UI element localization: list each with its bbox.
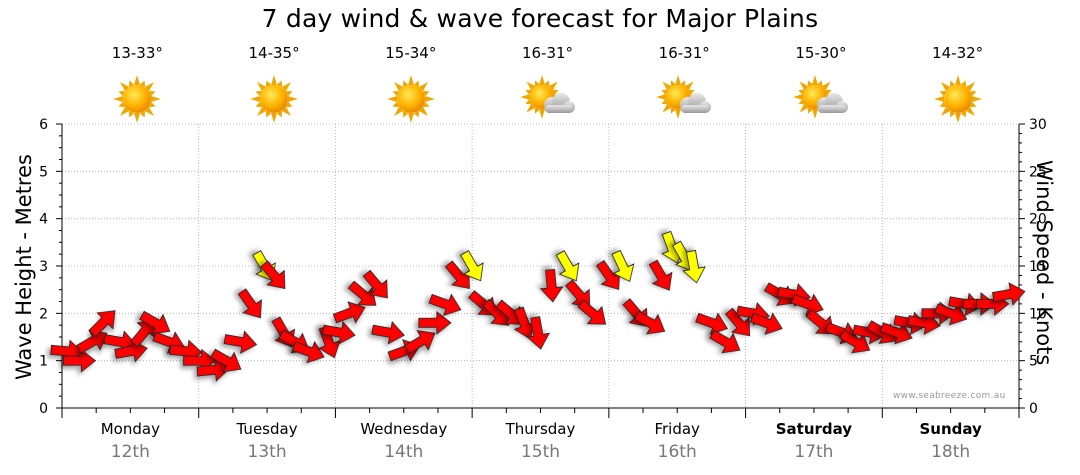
- wind-arrow: [992, 282, 1026, 306]
- wind-arrow: [210, 348, 242, 373]
- day-temp: 15-30°: [795, 44, 847, 62]
- day-date: 13th: [247, 442, 287, 462]
- wind-arrow: [634, 310, 666, 335]
- sunny-icon: [928, 74, 988, 124]
- wind-arrow: [611, 249, 635, 283]
- wind-arrow: [695, 312, 729, 335]
- wind-arrow: [404, 330, 436, 354]
- day-name: Monday: [100, 420, 160, 438]
- sunny-icon: [244, 74, 304, 124]
- wind-arrow: [648, 259, 673, 291]
- sunny-icon: [381, 74, 441, 124]
- wind-arrow: [555, 250, 580, 282]
- wind-arrow: [371, 320, 405, 345]
- day-temp: 13-33°: [111, 44, 163, 62]
- day-date: 17th: [794, 442, 834, 462]
- left-tick-label: 3: [39, 259, 48, 275]
- right-tick-label: 5: [1029, 354, 1038, 370]
- wind-arrow: [223, 330, 258, 354]
- left-tick-label: 2: [39, 306, 48, 322]
- right-tick-label: 30: [1029, 117, 1047, 133]
- wind-arrow: [428, 293, 462, 316]
- wind-arrow: [260, 260, 286, 290]
- wind-arrow: [291, 340, 325, 364]
- watermark: www.seabreeze.com.au: [893, 391, 1006, 401]
- day-date: 14th: [384, 442, 424, 462]
- day-temp: 14-32°: [932, 44, 984, 62]
- wind-arrow: [237, 288, 262, 319]
- partly-cloudy-icon: [654, 74, 714, 124]
- wind-arrow: [539, 269, 564, 303]
- day-name: Sunday: [919, 420, 982, 438]
- day-name: Thursday: [505, 420, 576, 438]
- sunny-icon: [107, 74, 167, 124]
- wind-arrow: [332, 301, 366, 324]
- day-date: 12th: [110, 442, 150, 462]
- day-temp: 16-31°: [521, 44, 574, 62]
- wind-arrow: [790, 293, 824, 316]
- wind-arrow: [418, 310, 452, 335]
- chart-title: 7 day wind & wave forecast for Major Pla…: [261, 4, 819, 33]
- wind-arrow: [88, 310, 116, 338]
- left-tick-label: 0: [39, 401, 48, 417]
- day-date: 15th: [520, 442, 561, 462]
- left-tick-label: 5: [39, 164, 48, 180]
- day-name: Wednesday: [360, 420, 448, 438]
- day-date: 16th: [657, 442, 697, 462]
- right-tick-label: 25: [1029, 164, 1047, 180]
- wind-arrow: [347, 280, 377, 306]
- wind-arrow: [322, 320, 356, 345]
- right-tick-label: 0: [1029, 401, 1038, 417]
- wind-arrow: [526, 316, 550, 350]
- wind-arrow: [577, 299, 607, 325]
- wind-arrow: [76, 330, 108, 354]
- wind-arrow: [495, 299, 524, 325]
- day-temp: 16-31°: [658, 44, 710, 62]
- right-tick-label: 10: [1029, 306, 1047, 322]
- wind-arrow: [139, 310, 171, 335]
- wind-arrow: [362, 269, 388, 299]
- partly-cloudy-icon: [791, 74, 851, 124]
- wind-arrow: [749, 312, 783, 335]
- wind-arrows: [50, 230, 1026, 382]
- day-name: Tuesday: [236, 420, 298, 438]
- day-date: 18th: [931, 442, 971, 462]
- wind-arrow: [709, 329, 741, 354]
- left-tick-label: 4: [39, 212, 48, 228]
- day-temp: 15-34°: [385, 44, 437, 62]
- day-temp: 14-35°: [248, 44, 300, 62]
- right-tick-label: 20: [1029, 212, 1047, 228]
- day-name: Saturday: [775, 420, 853, 438]
- wind-arrow: [460, 250, 484, 282]
- wind-arrow: [130, 318, 156, 348]
- wind-arrow: [682, 249, 706, 284]
- right-tick-label: 15: [1029, 259, 1047, 275]
- left-tick-label: 6: [39, 117, 48, 133]
- partly-cloudy-icon: [518, 74, 578, 124]
- left-tick-label: 1: [39, 354, 48, 370]
- day-name: Friday: [654, 420, 700, 438]
- wind-arrow: [196, 357, 231, 382]
- wind-arrow: [724, 307, 751, 337]
